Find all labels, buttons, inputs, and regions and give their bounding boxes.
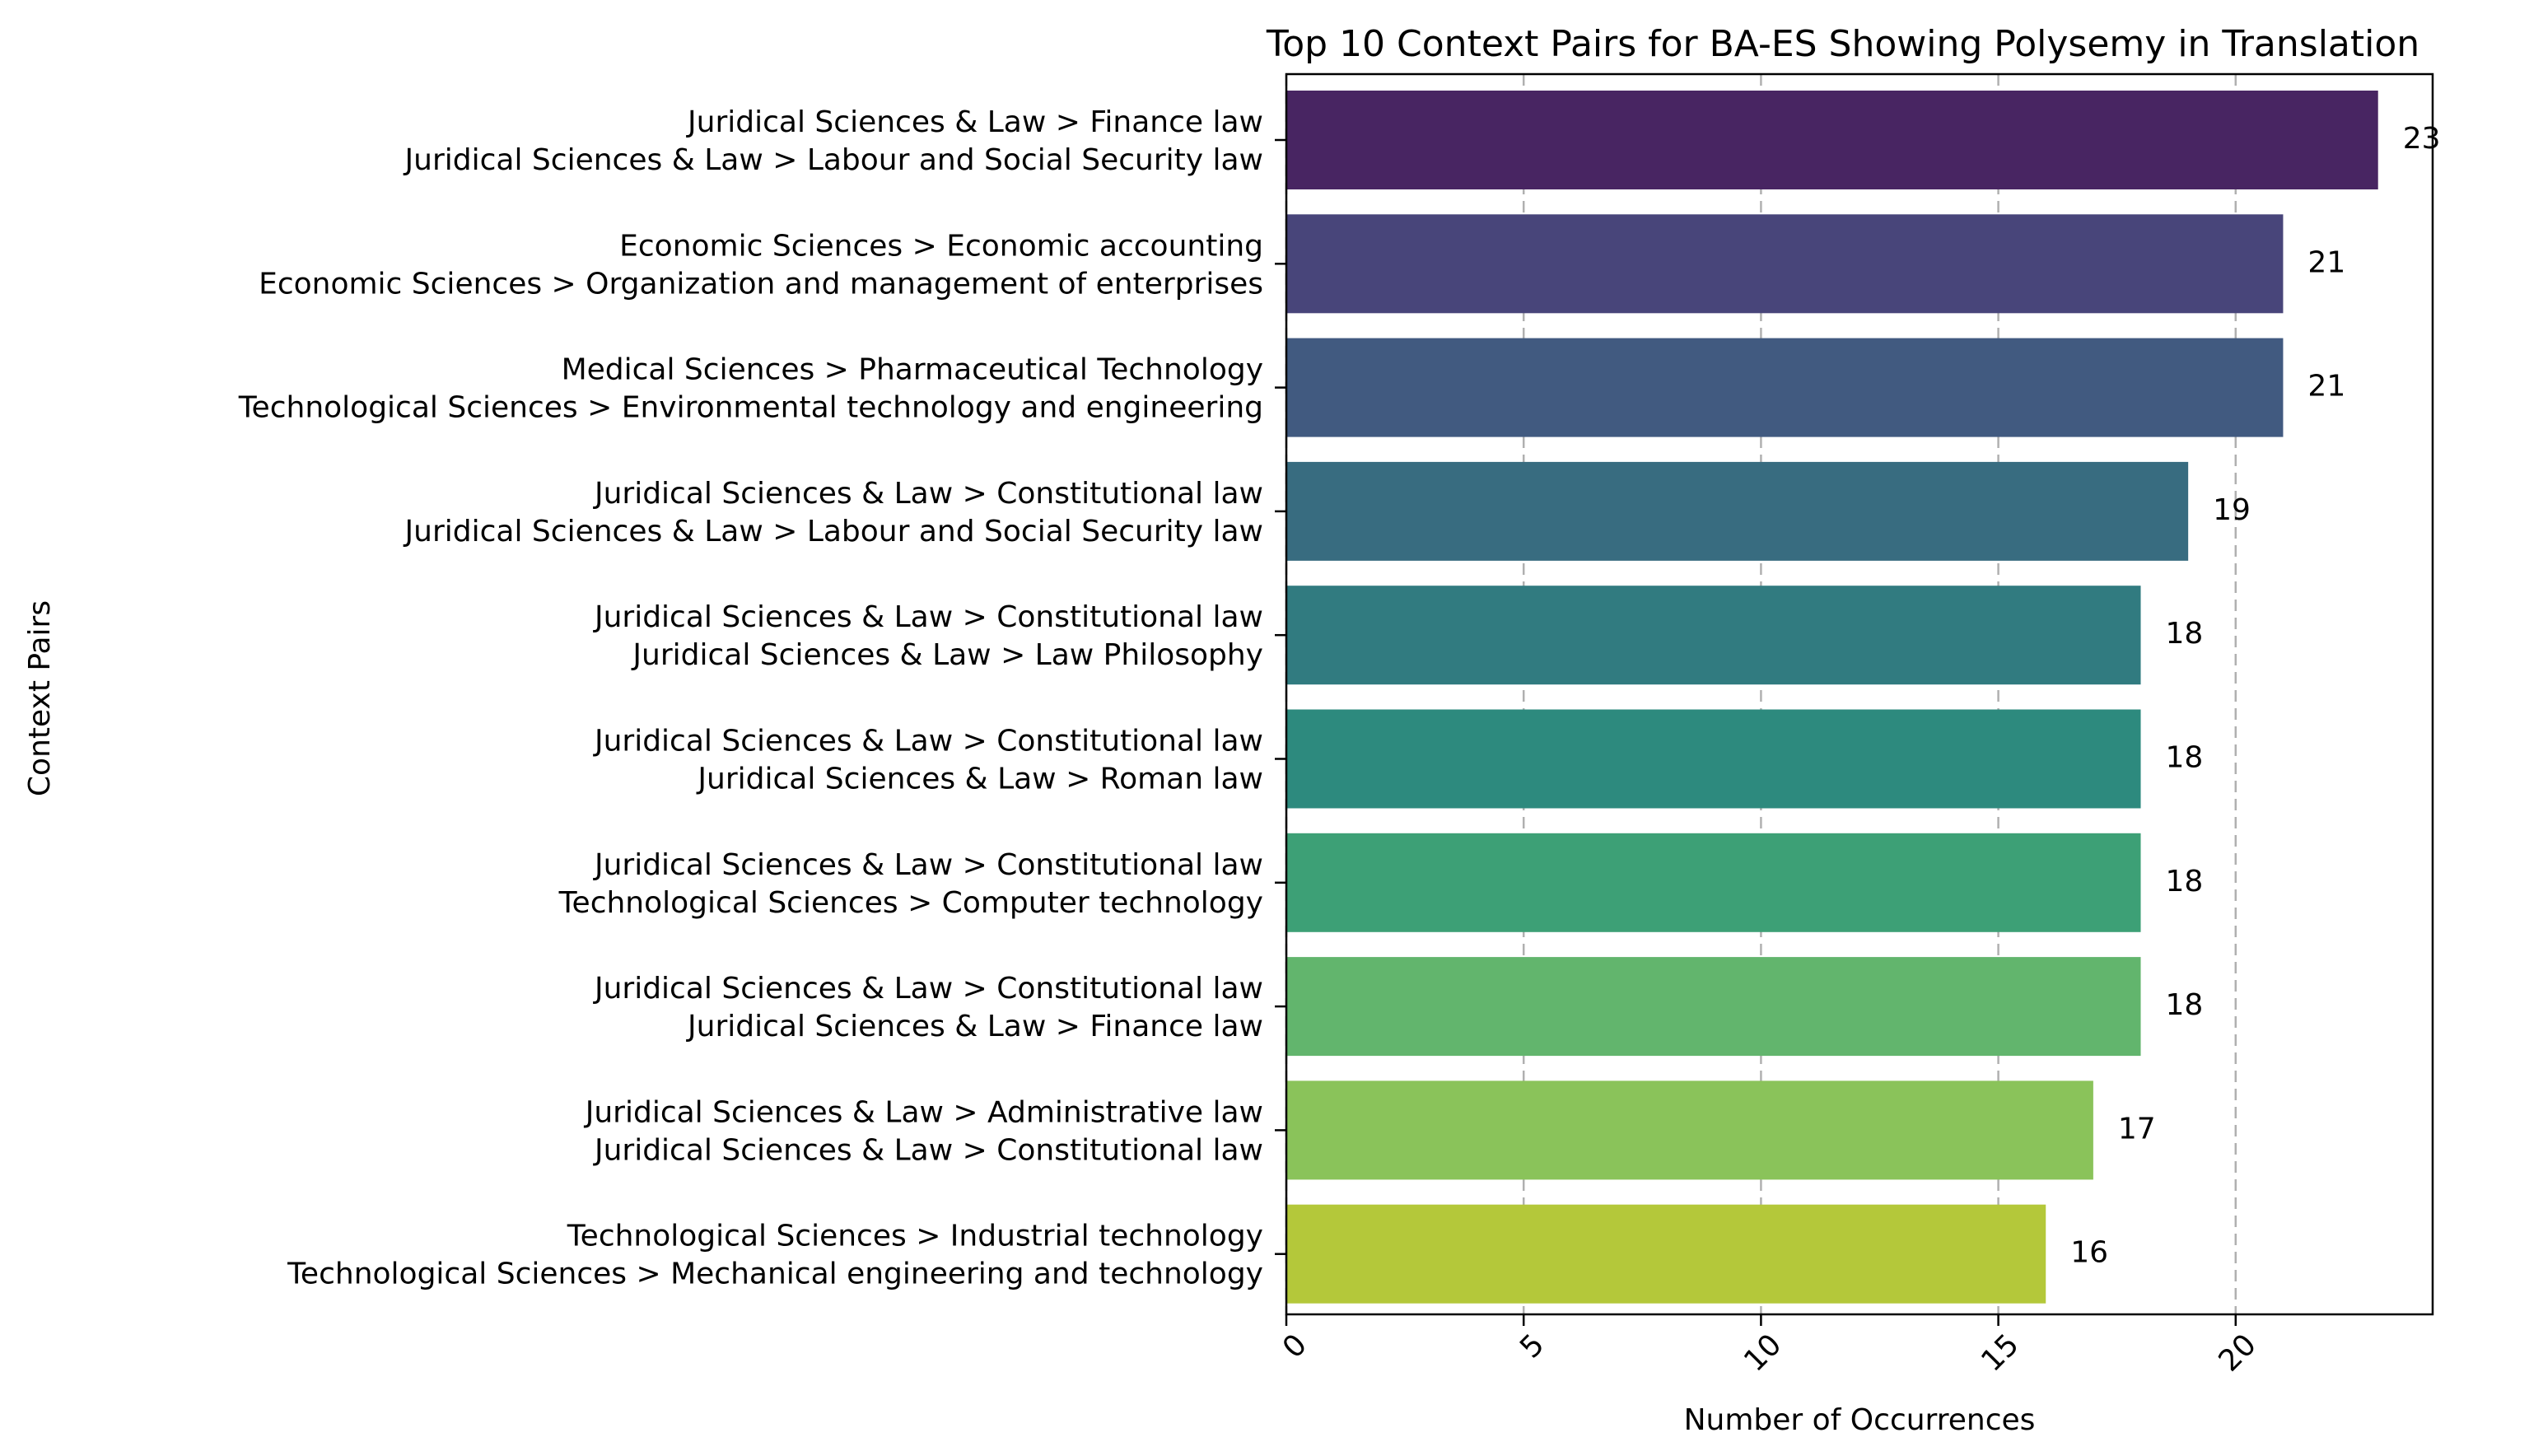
bars <box>1286 91 2378 1304</box>
x-tick-label: 0 <box>1276 1328 1313 1365</box>
value-labels: 23 21 21 19 18 18 18 18 17 16 <box>2070 122 2440 1270</box>
x-tick-label: 5 <box>1514 1328 1551 1365</box>
bar-value-label: 18 <box>2166 988 2204 1022</box>
category-labels: Juridical Sciences & Law > Finance law Ju… <box>238 105 1286 1291</box>
y-tick-label: Juridical Sciences & Law > Constitutiona… <box>558 848 1263 920</box>
bar-value-label: 16 <box>2070 1236 2108 1270</box>
y-tick-label: Juridical Sciences & Law > Constitutiona… <box>404 477 1263 548</box>
bar-value-label: 21 <box>2307 245 2345 279</box>
bar <box>1286 957 2141 1057</box>
y-axis-label: Context Pairs <box>23 600 57 796</box>
bar-value-label: 18 <box>2166 741 2204 775</box>
bar <box>1286 338 2284 437</box>
y-tick-label: Technological Sciences > Industrial tech… <box>287 1220 1263 1291</box>
bar <box>1286 833 2141 932</box>
bar-value-label: 18 <box>2166 617 2204 651</box>
y-tick-label: Juridical Sciences & Law > Constitutiona… <box>593 725 1263 796</box>
y-tick-label: Medical Sciences > Pharmaceutical Techno… <box>238 353 1263 425</box>
bar <box>1286 586 2141 685</box>
bar <box>1286 709 2141 809</box>
chart-title: Top 10 Context Pairs for BA-ES Showing P… <box>1266 23 2419 65</box>
bar <box>1286 214 2284 314</box>
bar <box>1286 1204 2046 1304</box>
x-tick-label: 15 <box>1975 1328 2025 1378</box>
x-tick-label: 20 <box>2213 1328 2263 1378</box>
bar-value-label: 18 <box>2166 865 2204 898</box>
bar-value-label: 17 <box>2118 1112 2156 1146</box>
bar-value-label: 23 <box>2403 122 2441 156</box>
plot-frame <box>1285 72 2434 1316</box>
bar-value-label: 19 <box>2213 493 2251 527</box>
x-axis-label: Number of Occurrences <box>1684 1403 2036 1437</box>
bar <box>1286 461 2189 561</box>
bar <box>1286 91 2378 189</box>
bar <box>1286 1080 2093 1180</box>
y-tick-label: Juridical Sciences & Law > Finance law Ju… <box>404 105 1263 177</box>
y-tick-label: Juridical Sciences & Law > Constitutiona… <box>593 972 1263 1043</box>
y-tick-label: Juridical Sciences & Law > Constitutiona… <box>593 600 1263 672</box>
x-tick-label: 10 <box>1738 1328 1788 1378</box>
bar-value-label: 21 <box>2307 370 2345 404</box>
y-tick-label: Economic Sciences > Economic accounting E… <box>259 229 1263 301</box>
x-ticks: 0 5 10 15 20 <box>1276 1314 2263 1379</box>
y-tick-label: Juridical Sciences & Law > Administrativ… <box>584 1095 1263 1167</box>
